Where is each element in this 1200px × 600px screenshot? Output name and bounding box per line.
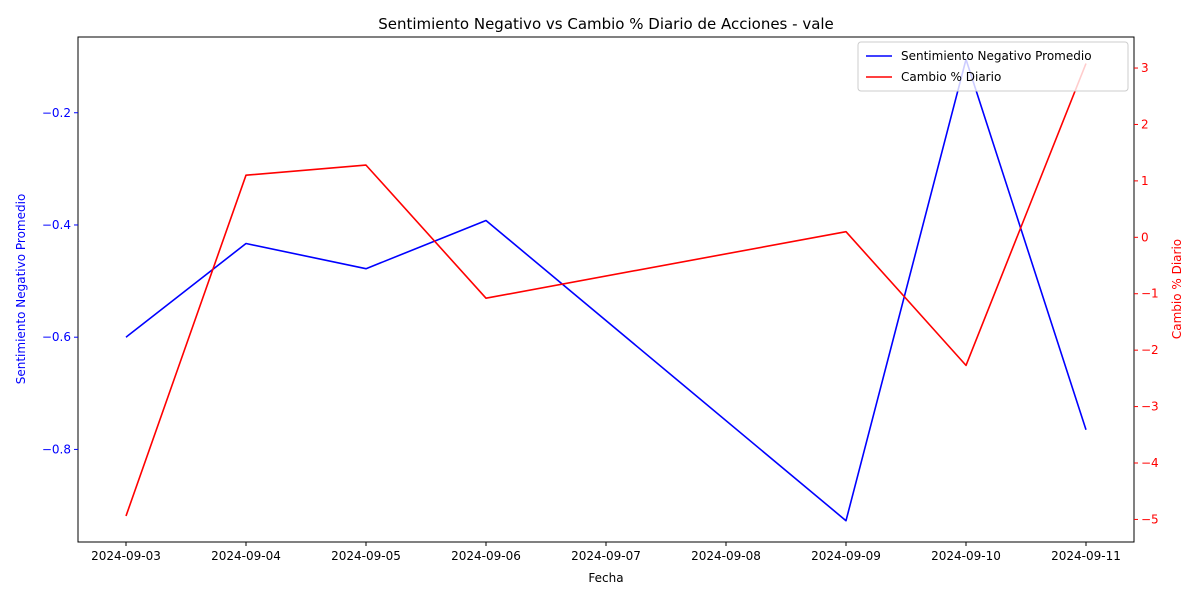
y-left-tick-label: −0.4 (42, 218, 71, 232)
legend-label-change: Cambio % Diario (901, 70, 1001, 84)
y-right-tick-label: −1 (1141, 287, 1159, 301)
y-right-tick-label: 3 (1141, 61, 1149, 75)
x-axis: 2024-09-03 2024-09-04 2024-09-05 2024-09-06… (91, 542, 1121, 563)
legend-label-sentiment: Sentimiento Negativo Promedio (901, 49, 1092, 63)
x-tick-label: 2024-09-04 (211, 549, 281, 563)
x-tick-label: 2024-09-05 (331, 549, 401, 563)
y-axis-right-label: Cambio % Diario (1170, 239, 1184, 339)
y-axis-left-label: Sentimiento Negativo Promedio (14, 194, 28, 385)
x-tick-label: 2024-09-06 (451, 549, 521, 563)
x-axis-label: Fecha (588, 571, 623, 585)
y-axis-left: −0.8 −0.6 −0.4 −0.2 (42, 106, 78, 456)
x-tick-label: 2024-09-08 (691, 549, 761, 563)
y-right-tick-label: 2 (1141, 117, 1149, 131)
x-tick-label: 2024-09-07 (571, 549, 641, 563)
y-right-tick-label: −3 (1141, 400, 1159, 414)
y-right-tick-label: −2 (1141, 343, 1159, 357)
y-right-tick-label: −5 (1141, 512, 1159, 526)
plot-area (77, 36, 1135, 543)
y-left-tick-label: −0.6 (42, 330, 71, 344)
series-layer (125, 58, 1087, 522)
x-tick-label: 2024-09-11 (1051, 549, 1121, 563)
y-right-tick-label: 1 (1141, 174, 1149, 188)
series-line-sentiment (125, 58, 1087, 522)
x-tick-label: 2024-09-10 (931, 549, 1001, 563)
series-line-daily-change (125, 63, 1087, 517)
chart-title: Sentimiento Negativo vs Cambio % Diario … (378, 15, 834, 33)
y-right-tick-label: −4 (1141, 456, 1159, 470)
y-left-tick-label: −0.2 (42, 106, 71, 120)
x-tick-label: 2024-09-09 (811, 549, 881, 563)
legend: Sentimiento Negativo Promedio Cambio % D… (857, 41, 1129, 92)
plot-frame (77, 36, 1135, 543)
y-right-tick-label: 0 (1141, 230, 1149, 244)
x-tick-label: 2024-09-03 (91, 549, 161, 563)
y-left-tick-label: −0.8 (42, 442, 71, 456)
y-axis-right: −5 −4 −3 −2 −1 0 1 2 3 (1134, 61, 1159, 526)
legend-box (857, 41, 1129, 92)
